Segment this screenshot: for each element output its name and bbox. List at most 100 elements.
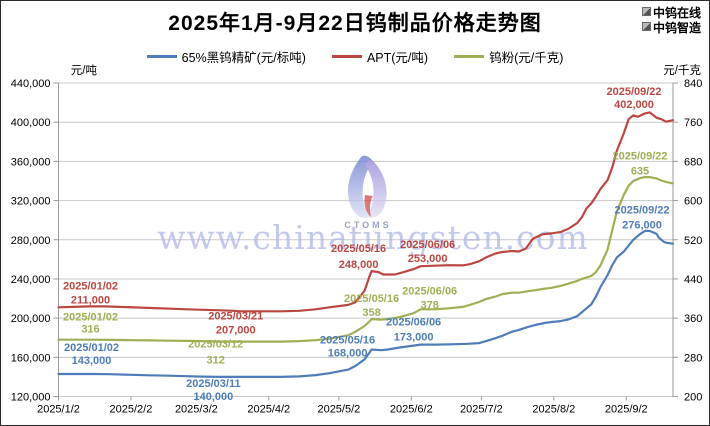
chart-legend: 65%黑钨精矿(元/标吨) APT(元/吨) 钨粉(元/千克) [1, 47, 709, 66]
annotation-date: 2025/01/02 [64, 342, 119, 354]
x-axis-tick-label: 2025/6/2 [390, 404, 433, 416]
annotation: 2025/09/22 276,000 [614, 205, 669, 232]
right-axis-tick-label: 200 [684, 392, 702, 404]
annotation-date: 2025/09/22 [612, 150, 667, 162]
left-axis-tick-label: 200,000 [11, 313, 51, 325]
annotation-value: 253,000 [408, 253, 448, 265]
right-axis-tick-label: 840 [684, 78, 702, 90]
x-axis-tick-label: 2025/8/2 [532, 404, 575, 416]
annotation-value: 140,000 [193, 391, 233, 403]
annotation: 2025/09/22 635 [612, 150, 667, 177]
annotation-value: 378 [420, 299, 438, 311]
annotation: 2025/01/02 211,000 [63, 280, 118, 306]
brand-text: 中钨智造 [652, 21, 701, 35]
annotation-value: 207,000 [216, 324, 256, 336]
annotation: 2025/06/06 253,000 [400, 239, 455, 265]
annotation-value: 316 [81, 324, 99, 336]
annotation-date: 2025/06/06 [402, 285, 457, 297]
annotation-value: 635 [631, 165, 649, 177]
axes [53, 82, 678, 401]
annotation: 2025/05/16 248,000 [331, 243, 386, 271]
legend-line-swatch-blue [146, 55, 177, 58]
annotation: 2025/03/21 207,000 [208, 310, 263, 336]
legend-item-apt: APT(元/吨) [331, 47, 429, 66]
brand-text: 中钨在线 [652, 6, 701, 20]
legend-item-powder: 钨粉(元/千克) [454, 47, 563, 66]
x-axis-tick-label: 2025/1/2 [37, 404, 80, 416]
annotation-date: 2025/09/22 [614, 205, 669, 217]
legend-label: 钨粉(元/千克) [489, 51, 564, 65]
right-axis-tick-label: 680 [684, 156, 702, 168]
right-axis-tick-label: 280 [684, 352, 702, 364]
left-axis-tick-label: 280,000 [11, 235, 51, 247]
series-lines [57, 111, 675, 378]
annotation-date: 2025/01/02 [63, 312, 118, 324]
left-axis-tick-label: 160,000 [11, 352, 51, 364]
data-annotations: 2025/01/02211,0002025/01/023162025/01/02… [63, 86, 670, 403]
left-axis-tick-label: 400,000 [11, 117, 51, 129]
watermark: CTOMS www.chinatungsten.com [157, 155, 588, 257]
chart-title: 2025年1月-9月22日钨制品价格走势图 [168, 12, 542, 35]
left-axis-tick-label: 320,000 [11, 196, 51, 208]
annotation-value: 358 [362, 307, 380, 319]
annotation-date: 2025/05/16 [320, 334, 375, 346]
annotation-date: 2025/03/11 [186, 378, 240, 390]
annotation-value: 173,000 [394, 332, 434, 344]
annotation-date: 2025/03/12 [188, 339, 243, 351]
right-axis-tick-label: 440 [684, 274, 702, 286]
left-axis-tick-label: 240,000 [11, 274, 51, 286]
brand-line-chinatungsten-smart: 中钨智造 [641, 21, 701, 36]
x-axis-tick-label: 2025/9/2 [605, 404, 648, 416]
chinatungsten-logo-icon: CTOMS [344, 155, 391, 230]
brand-line-chinatungsten-online: 中钨在线 [641, 6, 701, 21]
annotation-value: 312 [207, 355, 225, 367]
annotation-date: 2025/03/21 [208, 310, 263, 322]
annotation-value: 143,000 [72, 355, 112, 367]
annotation-date: 2025/09/22 [606, 86, 661, 98]
right-axis-tick-label: 360 [684, 313, 702, 325]
left-axis-tick-label: 440,000 [11, 78, 51, 90]
apt-line [57, 111, 675, 313]
brand-box: 中钨在线 中钨智造 [641, 6, 701, 36]
annotation-value: 248,000 [339, 259, 379, 271]
watermark-logo-text: CTOMS [344, 220, 391, 230]
annotation: 2025/06/06 378 [402, 285, 457, 311]
annotation-date: 2025/06/06 [386, 317, 441, 329]
x-axis-tick-label: 2025/3/2 [175, 404, 218, 416]
wolframite-line [57, 229, 675, 378]
right-axis-unit-label: 元/千克 [663, 65, 701, 77]
annotation-date: 2025/06/06 [400, 239, 455, 251]
x-axis-tick-label: 2025/7/2 [460, 404, 503, 416]
brand-logo-icon [641, 7, 651, 16]
annotation-value: 168,000 [328, 347, 368, 359]
right-axis-tick-label: 760 [684, 117, 702, 129]
tick-labels: 440,000 840 400,000 760 360,000 680 320,000 600… [11, 78, 703, 416]
brand-logo-icon [641, 22, 651, 31]
annotation-date: 2025/05/16 [331, 243, 386, 255]
right-axis-tick-label: 600 [684, 196, 702, 208]
legend-line-swatch-red [331, 55, 362, 58]
left-axis-tick-label: 120,000 [11, 392, 51, 404]
left-axis-tick-label: 360,000 [11, 156, 51, 168]
annotation-date: 2025/01/02 [63, 280, 118, 292]
legend-label: APT(元/吨) [366, 51, 429, 65]
annotation-date: 2025/05/16 [344, 293, 399, 305]
left-axis-unit-label: 元/吨 [70, 65, 97, 77]
legend-label: 65%黑钨精矿(元/标吨) [181, 51, 306, 65]
x-axis-tick-label: 2025/5/2 [317, 404, 360, 416]
annotation-value: 402,000 [614, 99, 654, 111]
annotation-value: 211,000 [71, 294, 110, 306]
legend-item-wolframite: 65%黑钨精矿(元/标吨) [146, 47, 306, 66]
right-axis-tick-label: 520 [684, 235, 702, 247]
annotation: 2025/05/16 358 [344, 293, 399, 319]
x-axis-tick-label: 2025/2/2 [110, 404, 153, 416]
annotation-value: 276,000 [622, 220, 662, 232]
legend-line-swatch-olive [454, 55, 485, 58]
